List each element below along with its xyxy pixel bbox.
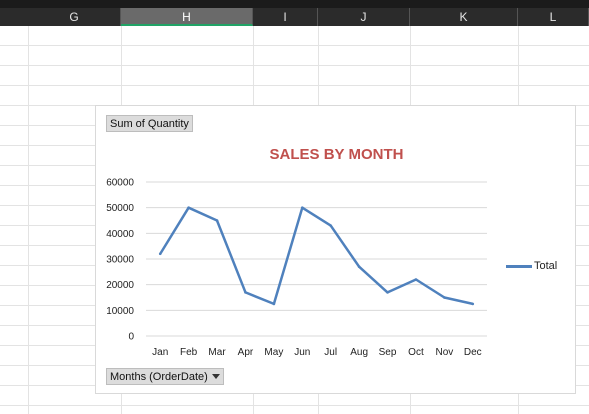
x-tick-label: Apr [238,347,254,358]
plot-area: 0 10000 20000 30000 40000 50000 60000 Jan Feb Mar… [106,178,487,358]
axis-field-label: Months (OrderDate) [110,371,208,383]
grid-row-line [0,45,589,46]
data-point[interactable] [244,291,247,294]
data-point[interactable] [414,278,418,281]
y-tick-label: 30000 [106,255,134,266]
data-point[interactable] [386,291,389,294]
x-tick-label: Sep [379,347,397,358]
data-point[interactable] [272,302,276,306]
value-field-button[interactable]: Sum of Quantity [106,115,193,132]
x-tick-label: Jan [152,347,168,358]
window-top-bar [0,0,589,8]
y-tick-label: 20000 [106,280,134,291]
dropdown-arrow-icon [211,374,220,379]
y-tick-label: 10000 [106,306,134,317]
legend: Total [506,260,557,272]
legend-line-swatch [506,264,532,268]
data-point[interactable] [443,296,446,299]
column-header-l[interactable]: L [518,8,589,26]
column-header-row: G H I J K L [0,8,589,26]
grid-row-line [0,405,589,406]
y-tick-label: 60000 [106,178,134,189]
x-tick-label: Jun [294,347,310,358]
y-tick-label: 0 [128,332,134,343]
legend-label: Total [534,260,558,272]
chart-title: SALES BY MONTH [269,146,404,163]
y-tick-label: 40000 [106,229,134,240]
x-tick-label: Jul [324,347,337,358]
grid-row-line [0,85,589,86]
x-tick-label: Dec [464,347,482,358]
data-point[interactable] [215,219,219,222]
column-header-i[interactable]: I [253,8,318,26]
pivot-chart[interactable]: Sum of Quantity SALES BY MONTH 0 10000 200… [95,105,576,394]
y-tick-label: 50000 [106,203,134,214]
column-header-g[interactable]: G [28,8,121,26]
column-header-h[interactable]: H [121,8,253,26]
x-tick-label: May [264,347,283,358]
data-point[interactable] [187,206,190,209]
data-point[interactable] [329,224,333,227]
grid-row-line [0,65,589,66]
series-line-total[interactable] [159,206,474,306]
data-point[interactable] [357,265,361,268]
x-tick-label: Mar [208,347,226,358]
x-tick-label: Feb [180,347,198,358]
x-tick-label: Aug [350,347,368,358]
x-tick-label: Nov [435,347,453,358]
grid-column-line [28,26,29,414]
column-header-j[interactable]: J [318,8,410,26]
data-point[interactable] [471,302,475,306]
axis-field-button[interactable]: Months (OrderDate) [106,368,224,385]
data-point[interactable] [300,206,304,209]
data-point[interactable] [158,252,162,256]
column-header-k[interactable]: K [410,8,518,26]
x-tick-label: Oct [408,347,424,358]
